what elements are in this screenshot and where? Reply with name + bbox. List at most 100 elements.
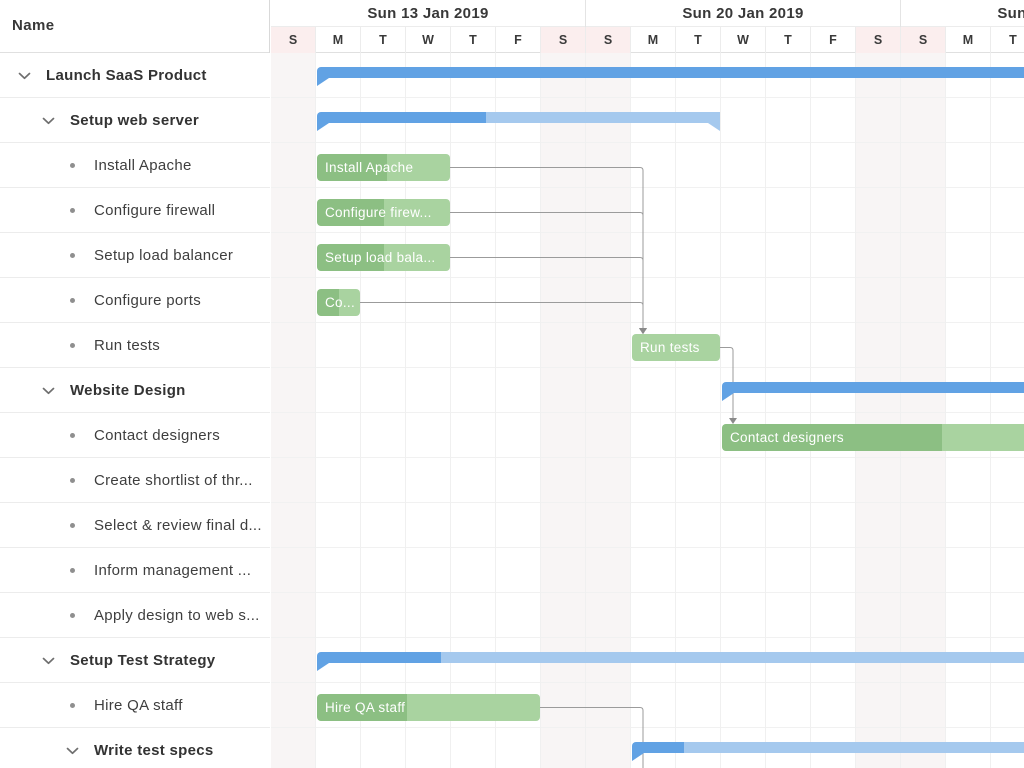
day-header-cell: M: [316, 27, 361, 53]
parent-taskbar-left-tail: [317, 78, 329, 86]
task-bullet-icon: [64, 278, 80, 323]
dependency-line: [450, 257, 644, 328]
taskbar-progress: [317, 154, 388, 181]
day-header-cell: F: [811, 27, 856, 53]
tree-row-run-tests[interactable]: Run tests: [0, 323, 270, 368]
gantt-chart-body: Install Apache Configure firew... Setup lo…: [271, 53, 1024, 768]
task-name-label: Configure ports: [94, 292, 202, 309]
timeline-day-header: SMTWTFSSMTWTFSSMTWTFS: [271, 27, 1024, 53]
task-bullet-icon: [64, 188, 80, 233]
tree-row-launch-saas-product[interactable]: Launch SaaS Product: [0, 53, 270, 98]
taskbar-label: Setup load bala...: [325, 250, 436, 265]
parent-taskbar-remainder: [684, 742, 1024, 753]
taskbar-launch-saas-product[interactable]: [317, 67, 1024, 86]
task-bullet-icon: [64, 683, 80, 728]
taskbar-run-tests[interactable]: Run tests: [632, 334, 720, 361]
parent-taskbar-left-tail: [317, 123, 329, 131]
parent-taskbar-remainder: [441, 652, 1024, 663]
task-name-label: Contact designers: [94, 427, 221, 444]
tree-row-setup-web-server[interactable]: Setup web server: [0, 98, 270, 143]
parent-taskbar-remainder: [486, 112, 720, 123]
day-header-cell: T: [451, 27, 496, 53]
tree-row-install-apache[interactable]: Install Apache: [0, 143, 270, 188]
taskbar-hire-qa-staff[interactable]: Hire QA staff: [317, 694, 540, 721]
day-header-cell: T: [676, 27, 721, 53]
tree-row-configure-ports[interactable]: Configure ports: [0, 278, 270, 323]
collapse-chevron-icon[interactable]: [40, 638, 56, 683]
collapse-chevron-icon[interactable]: [64, 728, 80, 768]
day-header-cell: T: [991, 27, 1024, 53]
day-header-cell: M: [631, 27, 676, 53]
tree-row-setup-test-strategy[interactable]: Setup Test Strategy: [0, 638, 270, 683]
taskbar-progress: [317, 694, 407, 721]
taskbar-progress: [317, 289, 339, 316]
task-bullet-icon: [64, 548, 80, 593]
taskbar-write-test-specs[interactable]: [632, 742, 1024, 761]
week-header-cell: Sun 20 Jan 2019: [586, 0, 901, 27]
task-name-label: Inform management ...: [94, 562, 252, 579]
task-name-label: Hire QA staff: [94, 697, 183, 714]
taskbar-install-apache[interactable]: Install Apache: [317, 154, 450, 181]
task-bullet-icon: [64, 323, 80, 368]
tree-row-write-test-specs[interactable]: Write test specs: [0, 728, 270, 768]
day-header-cell: S: [586, 27, 631, 53]
parent-taskbar-right-tail: [708, 123, 720, 131]
tree-row-apply-design-to-web-s[interactable]: Apply design to web s...: [0, 593, 270, 638]
task-name-label: Configure firewall: [94, 202, 216, 219]
taskbar-configure-firewall[interactable]: Configure firew...: [317, 199, 450, 226]
day-header-cell: W: [406, 27, 451, 53]
taskbar-label: Configure firew...: [325, 205, 432, 220]
taskbar-setup-load-balancer[interactable]: Setup load bala...: [317, 244, 450, 271]
tree-row-create-shortlist-of-thr[interactable]: Create shortlist of thr...: [0, 458, 270, 503]
task-name-label: Setup load balancer: [94, 247, 234, 264]
day-header-cell: S: [271, 27, 316, 53]
taskbar-label: Contact designers: [730, 430, 844, 445]
collapse-chevron-icon[interactable]: [40, 368, 56, 413]
dependency-line: [450, 167, 644, 328]
day-header-cell: W: [721, 27, 766, 53]
task-bullet-icon: [64, 593, 80, 638]
dependency-line: [720, 347, 734, 418]
task-bullet-icon: [64, 503, 80, 548]
dependency-line: [360, 302, 644, 328]
tree-row-website-design[interactable]: Website Design: [0, 368, 270, 413]
taskbar-contact-designers[interactable]: Contact designers: [722, 424, 1024, 451]
task-name-label: Run tests: [94, 337, 161, 354]
collapse-chevron-icon[interactable]: [16, 53, 32, 98]
tree-row-contact-designers[interactable]: Contact designers: [0, 413, 270, 458]
tree-row-select-review-final-d[interactable]: Select & review final d...: [0, 503, 270, 548]
taskbar-progress: [317, 199, 384, 226]
tree-row-configure-firewall[interactable]: Configure firewall: [0, 188, 270, 233]
tree-row-hire-qa-staff[interactable]: Hire QA staff: [0, 683, 270, 728]
dependency-line: [450, 212, 644, 328]
task-bullet-icon: [64, 458, 80, 503]
parent-taskbar-left-tail: [317, 663, 329, 671]
parent-taskbar-progress: [317, 652, 442, 663]
taskbar-website-design[interactable]: [722, 382, 1024, 401]
taskbar-label: Install Apache: [325, 160, 414, 175]
dependency-arrow-icon: [639, 328, 647, 334]
day-header-cell: S: [856, 27, 901, 53]
taskbar-setup-test-strategy[interactable]: [317, 652, 1024, 671]
name-column-label: Name: [12, 17, 55, 34]
day-header-cell: M: [946, 27, 991, 53]
task-bullet-icon: [64, 413, 80, 458]
taskbar-configure-ports[interactable]: Co...: [317, 289, 360, 316]
taskbar-setup-web-server[interactable]: [317, 112, 720, 131]
task-bullet-icon: [64, 143, 80, 188]
task-name-label: Create shortlist of thr...: [94, 472, 253, 489]
parent-taskbar-progress: [317, 67, 1024, 78]
tree-row-inform-management[interactable]: Inform management ...: [0, 548, 270, 593]
task-name-label: Launch SaaS Product: [46, 67, 207, 84]
day-header-cell: T: [361, 27, 406, 53]
parent-taskbar-progress: [632, 742, 685, 753]
task-name-label: Select & review final d...: [94, 517, 262, 534]
dependency-arrow-icon: [729, 418, 737, 424]
name-column-header[interactable]: Name: [0, 0, 269, 53]
taskbar-label: Co...: [325, 295, 356, 310]
taskbar-progress: [317, 244, 384, 271]
collapse-chevron-icon[interactable]: [40, 98, 56, 143]
tree-row-setup-load-balancer[interactable]: Setup load balancer: [0, 233, 270, 278]
